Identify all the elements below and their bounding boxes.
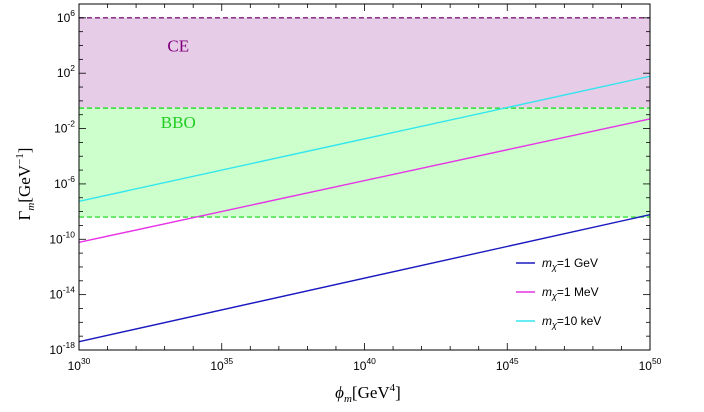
band-bbo-fill: [79, 108, 650, 218]
band-label-bbo: BBO: [161, 113, 196, 132]
y-tick-label: 10-14: [49, 285, 75, 302]
x-tick-label: 1045: [496, 356, 519, 373]
legend-label-2: mχ=1 MeV: [542, 285, 599, 301]
y-tick-label: 10-18: [49, 340, 75, 357]
y-tick-label: 10-6: [54, 174, 75, 191]
y-tick-label: 106: [57, 8, 75, 25]
x-tick-label: 1035: [210, 356, 233, 373]
legend-label-1: mχ=1 GeV: [542, 256, 598, 272]
band-ce-fill: [79, 17, 650, 115]
x-tick-label: 1030: [68, 356, 91, 373]
series-layer: [78, 75, 651, 343]
series-line-3: [78, 75, 651, 203]
x-tick-label: 1040: [353, 356, 376, 373]
band-labels-layer: CE BBO: [161, 37, 196, 132]
x-axis-label: ϕm[GeV4]: [335, 382, 401, 405]
bands-layer: [79, 17, 650, 218]
legend-label-3: mχ=10 keV: [542, 314, 601, 330]
series-line-1: [78, 213, 651, 343]
band-label-ce: CE: [167, 37, 189, 56]
y-tick-label: 10-2: [54, 119, 75, 136]
series-line-2: [78, 118, 651, 244]
ticks-layer: 1030 1035 1040 1045 1050 10-18 10-14 10-10 10-6 1…: [49, 3, 662, 373]
y-axis-label: Γm[GeV−1]: [14, 148, 37, 221]
x-tick-label: 1050: [639, 356, 662, 373]
legend: mχ=1 GeV mχ=1 MeV mχ=10 keV: [516, 256, 601, 330]
y-tick-label: 10-10: [49, 229, 75, 246]
y-tick-label: 102: [57, 63, 75, 80]
